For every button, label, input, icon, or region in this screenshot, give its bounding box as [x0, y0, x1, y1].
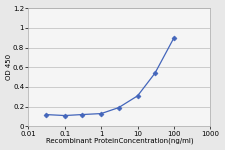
Y-axis label: OD 450: OD 450 [6, 54, 11, 80]
X-axis label: Recombinant ProteinConcentration(ng/ml): Recombinant ProteinConcentration(ng/ml) [46, 138, 193, 144]
